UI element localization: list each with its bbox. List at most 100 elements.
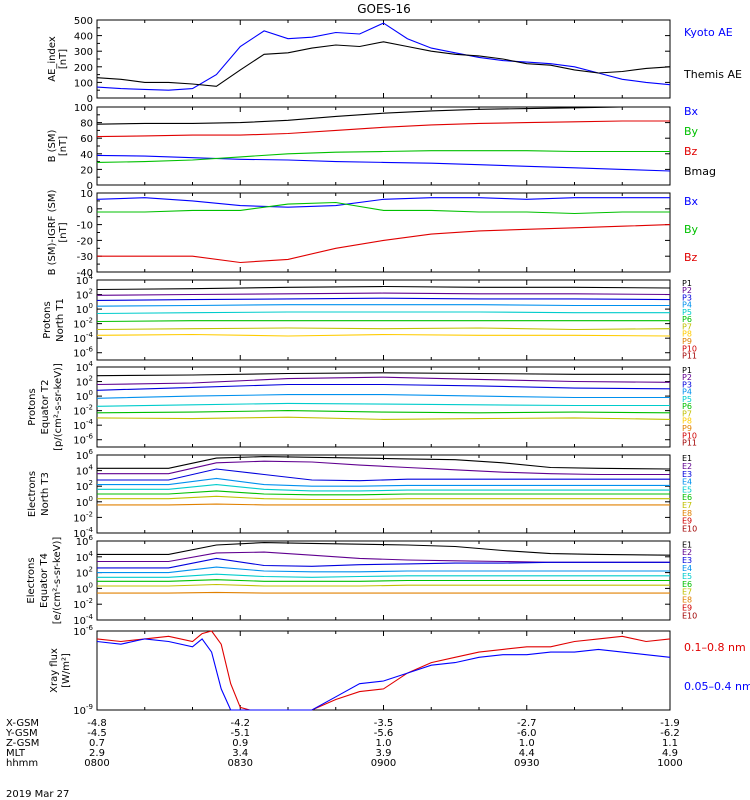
footer-value: -4.8 (87, 718, 107, 729)
series-line-bz (97, 224, 671, 264)
legend-label-e7: E7 (682, 501, 692, 510)
series-line-e4 (97, 477, 670, 487)
y-tick-label: 10-6 (73, 346, 93, 360)
series-line-e1 (97, 542, 671, 556)
y-axis-label: [nT] (58, 136, 69, 156)
y-tick-label: 0 (87, 205, 93, 216)
y-tick-label: 200 (74, 63, 93, 74)
series-line-by (96, 150, 670, 163)
y-tick-label: 10-9 (73, 703, 93, 717)
footer-value: -5.6 (374, 728, 394, 739)
legend-label-p6: P6 (682, 402, 692, 411)
footer-value: 0930 (514, 758, 539, 769)
series-line-p6 (96, 320, 670, 323)
panel-frame (96, 19, 671, 99)
y-tick-label: 400 (74, 32, 93, 43)
y-axis-label: [W/m²] (61, 653, 72, 688)
series-line-e6 (97, 579, 670, 582)
panel-8: 10-6 10-9 Xray flux [W/m²] 0.1–0.8 nm 0.05–0.… (49, 624, 750, 717)
series-line-e6 (97, 490, 670, 496)
y-axis-label: Equator T4 (39, 553, 50, 608)
y-axis-label: Xray flux (49, 648, 60, 693)
footer-value: 3.4 (232, 748, 248, 759)
y-tick-label: -30 (77, 252, 93, 263)
figure-title: GOES-16 (357, 2, 411, 16)
legend-label-e4: E4 (682, 564, 692, 573)
series-line-bmag (96, 106, 670, 125)
series-line-p4 (96, 304, 670, 307)
y-tick-label: 102 (76, 288, 93, 302)
y-tick-label: 104 (76, 273, 94, 287)
series-line-p7 (96, 327, 671, 331)
y-tick-label: 10-2 (73, 510, 93, 524)
legend-label-e3: E3 (682, 556, 692, 565)
footer-row-label: MLT (6, 748, 26, 759)
y-tick-label: 102 (76, 566, 93, 580)
footer-value: 0830 (228, 758, 253, 769)
series-line-p4 (96, 394, 670, 399)
panel-frame (96, 279, 671, 361)
series-line-e1 (97, 456, 671, 470)
series-line-p5 (96, 402, 670, 407)
legend-label-e5: E5 (682, 572, 692, 581)
y-tick-label: -10 (77, 221, 93, 232)
y-tick-label: 10-2 (73, 597, 93, 611)
legend-label: 0.1–0.8 nm (684, 641, 746, 654)
y-tick-label: 104 (76, 464, 94, 478)
y-tick-label: 106 (76, 534, 94, 548)
y-axis-label: Protons (42, 301, 53, 338)
y-axis-label: Equator T2 (40, 380, 51, 435)
y-tick-label: 100 (76, 302, 93, 316)
legend-label: Bz (684, 251, 698, 264)
y-tick-label: 10 (80, 189, 93, 200)
footer-row-label: Y-GSM (5, 728, 38, 739)
y-tick-label: 20 (80, 165, 93, 176)
y-tick-label: 10-4 (73, 526, 93, 540)
footer-value: 0.9 (232, 738, 248, 749)
y-axis-label: [e/(cm²-s-sr-keV)] (52, 537, 63, 625)
y-tick-label: 106 (76, 448, 94, 462)
series-line-p7 (96, 416, 671, 420)
footer-value: -4.5 (87, 728, 107, 739)
legend-label-p4: P4 (682, 388, 692, 397)
y-axis-label: Protons (27, 388, 38, 425)
panel-1: 0 100 200 300 400 500 AE_index [nT] Kyoto AE Them… (47, 16, 742, 105)
y-tick-label: 10-2 (73, 317, 93, 331)
legend-label-p2: P2 (682, 286, 692, 295)
legend-label-e4: E4 (682, 478, 692, 487)
legend-label-e9: E9 (682, 517, 692, 526)
y-tick-label: 300 (74, 47, 93, 58)
legend-label-p7: P7 (682, 322, 692, 331)
legend-label-e3: E3 (682, 470, 692, 479)
series-line-p2 (96, 292, 671, 296)
legend-label-p5: P5 (682, 395, 692, 404)
y-tick-label: 80 (80, 119, 93, 130)
footer-value: 4.9 (662, 748, 678, 759)
footer-value: 2.9 (89, 748, 105, 759)
panel-frame (96, 192, 671, 273)
legend-label-p1: P1 (682, 366, 692, 375)
y-tick-label: 0 (87, 94, 93, 105)
series-line-e8 (97, 503, 670, 506)
y-tick-label: 40 (80, 150, 93, 161)
series-line-p3 (96, 383, 671, 391)
series-line-p6 (96, 410, 671, 414)
legend-label-p8: P8 (682, 417, 692, 426)
series-line-0-05-0-4-nm (96, 638, 671, 711)
footer-value: 4.4 (519, 748, 535, 759)
series-line-bz (96, 120, 670, 138)
y-tick-label: 10-6 (73, 433, 93, 447)
footer-value: 1000 (657, 758, 682, 769)
legend-label-p6: P6 (682, 315, 692, 324)
y-tick-label: -40 (77, 268, 93, 279)
y-tick-label: 10-4 (73, 418, 93, 432)
y-tick-label: 100 (74, 103, 93, 114)
panel-2: 0 20 40 60 80 100 B (SM) [nT] Bx By Bz Bmag (47, 103, 716, 192)
footer-value: -6.2 (660, 728, 680, 739)
series-line-e5 (97, 484, 670, 492)
y-tick-label: 100 (76, 495, 93, 509)
